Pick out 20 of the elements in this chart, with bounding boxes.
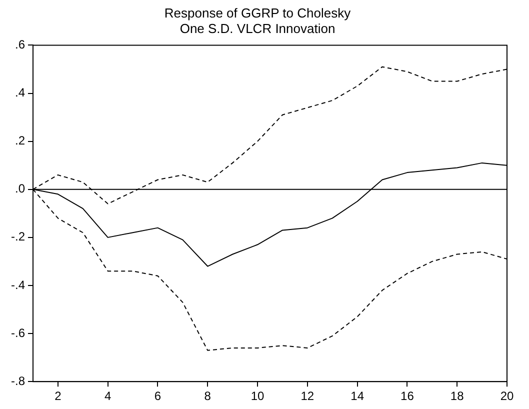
x-tick-label: 6 <box>154 389 162 404</box>
x-tick-label: 18 <box>450 389 464 404</box>
y-tick-label: -.4 <box>10 278 26 292</box>
x-tick-label: 12 <box>300 389 314 404</box>
chart-subtitle: One S.D. VLCR Innovation <box>180 20 336 36</box>
y-tick-label: .2 <box>14 134 26 148</box>
y-tick-label: .6 <box>14 38 26 52</box>
y-tick-label: .0 <box>14 182 26 196</box>
x-tick-label: 20 <box>500 389 514 404</box>
x-tick-label: 2 <box>54 389 62 404</box>
x-tick-label: 8 <box>204 389 212 404</box>
x-tick-label: 10 <box>250 389 265 404</box>
y-tick-label: -.2 <box>10 230 26 244</box>
x-tick-label: 14 <box>350 389 364 404</box>
x-tick-label: 4 <box>104 389 112 404</box>
y-tick-label: -.6 <box>10 326 26 340</box>
y-tick-label: -.8 <box>10 374 26 388</box>
y-tick-label: .4 <box>14 86 26 100</box>
chart-title: Response of GGRP to Cholesky <box>164 5 352 20</box>
x-tick-label: 16 <box>400 389 414 404</box>
